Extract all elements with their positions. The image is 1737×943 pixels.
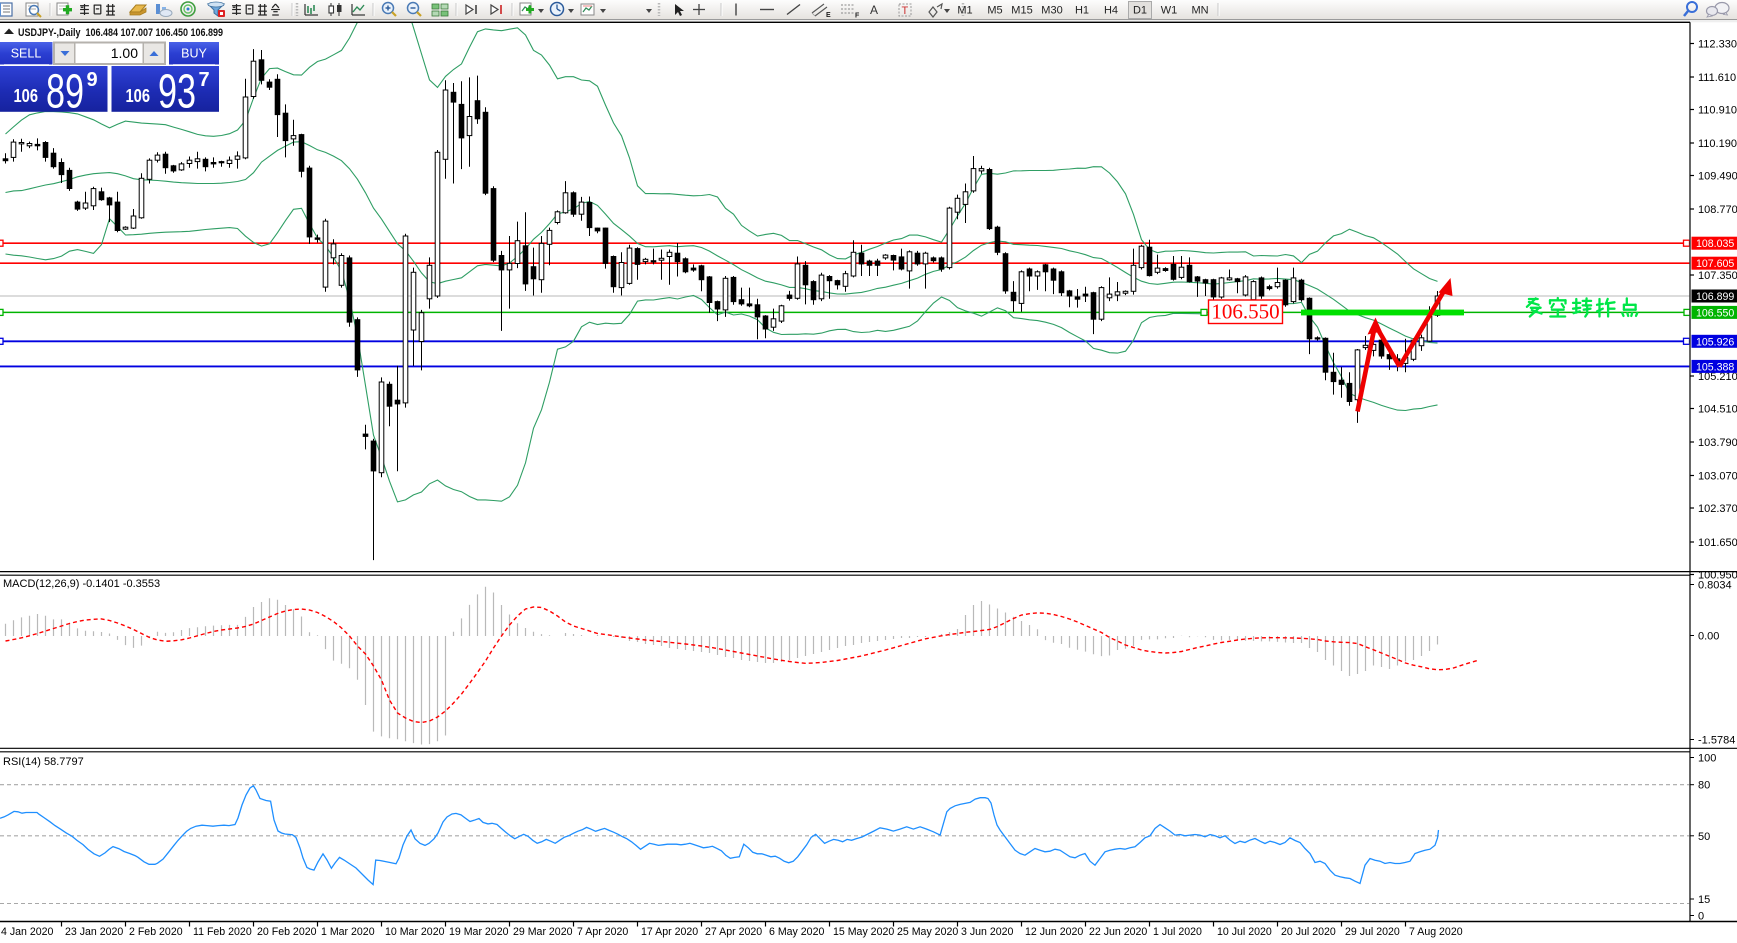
svg-text:106: 106 [126, 86, 151, 106]
svg-text:50: 50 [1698, 831, 1710, 843]
svg-text:15 May 2020: 15 May 2020 [833, 926, 894, 938]
svg-text:MN: MN [1191, 5, 1208, 17]
svg-text:D1: D1 [1133, 5, 1147, 17]
svg-text:10 Jul 2020: 10 Jul 2020 [1217, 926, 1272, 938]
svg-text:12 Jun 2020: 12 Jun 2020 [1025, 926, 1083, 938]
svg-text:17 Apr 2020: 17 Apr 2020 [641, 926, 698, 938]
svg-text:7 Aug 2020: 7 Aug 2020 [1409, 926, 1463, 938]
svg-text:106: 106 [14, 86, 39, 106]
svg-text:106.550: 106.550 [1211, 300, 1279, 324]
svg-text:29 Mar 2020: 29 Mar 2020 [513, 926, 573, 938]
svg-text:1 Mar 2020: 1 Mar 2020 [321, 926, 375, 938]
svg-text:29 Jul 2020: 29 Jul 2020 [1345, 926, 1400, 938]
svg-text:E: E [826, 12, 831, 19]
svg-text:1 Jul 2020: 1 Jul 2020 [1153, 926, 1202, 938]
svg-text:10 Mar 2020: 10 Mar 2020 [385, 926, 445, 938]
svg-text:22 Jun 2020: 22 Jun 2020 [1089, 926, 1147, 938]
svg-text:3 Jun 2020: 3 Jun 2020 [961, 926, 1014, 938]
svg-text:M1: M1 [957, 5, 972, 17]
svg-text:102.370: 102.370 [1698, 503, 1737, 515]
svg-text:7: 7 [199, 69, 210, 91]
svg-text:110.910: 110.910 [1698, 105, 1737, 117]
svg-text:6 May 2020: 6 May 2020 [769, 926, 824, 938]
svg-text:M30: M30 [1041, 5, 1062, 17]
svg-text:-1.5784: -1.5784 [1698, 735, 1735, 747]
svg-text:107.350: 107.350 [1698, 270, 1737, 282]
svg-text:H4: H4 [1104, 5, 1118, 17]
svg-text:0: 0 [1698, 911, 1704, 923]
svg-text:80: 80 [1698, 780, 1710, 792]
svg-text:25 May 2020: 25 May 2020 [897, 926, 958, 938]
svg-text:A: A [870, 3, 878, 17]
svg-text:106.550: 106.550 [1696, 307, 1734, 319]
svg-text:H1: H1 [1075, 5, 1089, 17]
svg-text:23 Jan 2020: 23 Jan 2020 [65, 926, 123, 938]
svg-text:MACD(12,26,9) -0.1401 -0.3553: MACD(12,26,9) -0.1401 -0.3553 [3, 578, 160, 590]
svg-text:15: 15 [1698, 894, 1710, 906]
svg-text:4 Jan 2020: 4 Jan 2020 [1, 926, 54, 938]
svg-text:11 Feb 2020: 11 Feb 2020 [193, 926, 252, 938]
svg-text:1.00: 1.00 [111, 45, 138, 61]
svg-text:109.490: 109.490 [1698, 171, 1737, 183]
svg-text:BUY: BUY [181, 47, 207, 61]
svg-text:100: 100 [1698, 753, 1716, 765]
svg-text:101.650: 101.650 [1698, 537, 1737, 549]
svg-text:T: T [902, 5, 909, 17]
svg-text:RSI(14) 58.7797: RSI(14) 58.7797 [3, 756, 84, 768]
svg-text:27 Apr 2020: 27 Apr 2020 [705, 926, 762, 938]
svg-text:108.035: 108.035 [1696, 238, 1734, 250]
svg-text:104.510: 104.510 [1698, 404, 1737, 416]
svg-text:USDJPY-,Daily 106.484 107.007: USDJPY-,Daily 106.484 107.007 106.450 10… [18, 27, 223, 39]
svg-text:106.899: 106.899 [1696, 291, 1734, 303]
svg-text:93: 93 [158, 66, 196, 119]
svg-text:9: 9 [87, 69, 98, 91]
svg-text:W1: W1 [1161, 5, 1178, 17]
svg-text:108.770: 108.770 [1698, 204, 1737, 216]
svg-text:20 Jul 2020: 20 Jul 2020 [1281, 926, 1336, 938]
svg-text:107.605: 107.605 [1696, 258, 1734, 270]
svg-text:0.8034: 0.8034 [1698, 580, 1732, 592]
svg-text:2 Feb 2020: 2 Feb 2020 [129, 926, 183, 938]
svg-text:7 Apr 2020: 7 Apr 2020 [577, 926, 628, 938]
svg-text:F: F [855, 13, 860, 20]
svg-text:M5: M5 [987, 5, 1002, 17]
svg-text:19 Mar 2020: 19 Mar 2020 [449, 926, 509, 938]
svg-text:110.190: 110.190 [1698, 138, 1737, 150]
svg-text:SELL: SELL [11, 47, 42, 61]
svg-text:105.388: 105.388 [1696, 361, 1734, 373]
svg-text:103.070: 103.070 [1698, 471, 1737, 483]
svg-text:89: 89 [46, 66, 84, 119]
svg-text:0.00: 0.00 [1698, 631, 1719, 643]
svg-text:M15: M15 [1011, 5, 1032, 17]
svg-text:112.330: 112.330 [1698, 39, 1737, 51]
svg-text:111.610: 111.610 [1698, 72, 1736, 84]
svg-text:20 Feb 2020: 20 Feb 2020 [257, 926, 317, 938]
svg-text:105.926: 105.926 [1696, 336, 1734, 348]
svg-text:103.790: 103.790 [1698, 437, 1737, 449]
